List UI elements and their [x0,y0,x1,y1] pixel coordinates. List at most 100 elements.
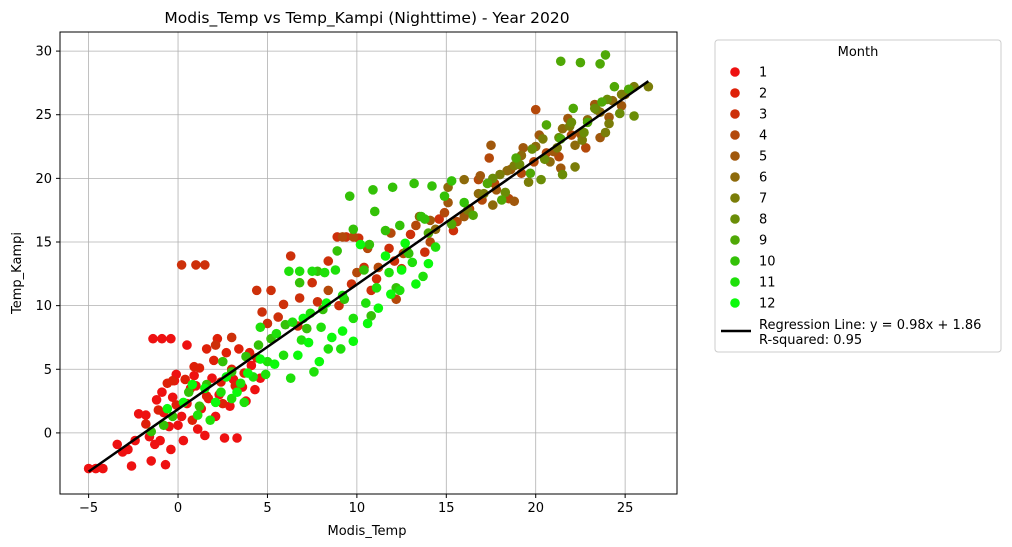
data-point [518,143,528,153]
data-point [126,461,137,471]
data-point [257,307,267,317]
data-point [566,117,577,128]
y-tick-label: 20 [35,172,52,187]
data-point [348,336,359,347]
data-point [210,397,221,408]
legend-label: 1 [759,66,767,81]
data-point [570,162,580,172]
x-axis-label: Modis_Temp [328,524,407,539]
data-point [348,224,359,235]
legend-marker [730,256,740,266]
data-point [312,297,323,307]
data-point [178,435,189,446]
data-point [278,350,289,361]
data-point [160,459,171,470]
regression-line [87,80,650,473]
data-point [246,360,257,371]
legend-item-month-5: 5 [730,150,767,165]
data-point [420,247,430,257]
data-point [180,374,190,385]
legend-marker [730,88,740,98]
data-point [420,214,430,224]
legend-item-month-7: 7 [730,192,767,207]
data-point [242,368,253,378]
data-point [344,191,355,201]
y-axis-label: Temp_Kampi [10,232,25,315]
legend-item-month-11: 11 [730,276,776,291]
legend-label: 12 [759,297,776,312]
data-point [614,108,625,119]
data-point [192,424,203,434]
data-point [495,169,505,180]
data-point [262,318,273,329]
x-tick-label: 10 [349,501,366,516]
legend-label: 4 [759,129,767,144]
data-point [266,285,276,296]
data-point [98,463,108,474]
data-point [287,317,298,327]
data-point [604,118,614,129]
data-point [323,344,334,354]
data-point [273,312,283,322]
data-point [323,285,334,296]
x-tick-label: −5 [79,501,98,516]
data-point [323,256,334,266]
data-point [409,178,419,189]
chart-title: Modis_Temp vs Temp_Kampi (Nighttime) - Y… [164,9,569,28]
legend-marker [730,193,740,203]
y-tick-label: 30 [35,45,52,60]
data-point [362,318,373,329]
data-point [525,168,536,179]
data-point [384,267,394,278]
data-point [482,178,493,189]
data-point [232,433,242,443]
data-point [294,277,305,288]
legend-item-month-3: 3 [730,108,767,123]
legend-item-month-6: 6 [730,171,767,186]
data-point [148,333,158,344]
data-point [176,260,187,270]
data-point [484,153,495,163]
data-point [348,313,359,324]
data-point [302,323,312,334]
data-point [500,187,511,198]
data-point [316,322,326,333]
data-point [411,220,421,231]
data-point [557,169,568,180]
data-point [580,143,591,153]
legend-box [714,39,1002,353]
data-point [629,111,639,121]
data-point [157,387,167,397]
data-point [157,333,167,344]
scatter-points [83,50,654,474]
data-point [394,220,405,231]
data-point [361,298,371,308]
data-point [355,239,366,250]
data-point [371,283,382,293]
data-point [337,232,348,242]
data-point [260,369,271,380]
data-point [141,410,151,420]
data-point [207,373,217,383]
data-point [487,200,498,210]
y-tick-label: 15 [35,236,52,251]
x-axis-ticks: −5 0 5 10 15 20 25 [79,494,633,516]
data-point [609,81,620,92]
data-point [303,337,314,348]
data-point [221,347,232,358]
data-point [232,387,242,397]
data-point [439,191,450,201]
data-point [600,127,611,138]
legend-item-month-10: 10 [730,255,776,270]
data-point [373,303,384,313]
data-point [327,332,337,343]
data-point [176,411,187,422]
data-point [226,393,237,404]
data-point [216,387,226,397]
data-point [368,185,378,195]
series-month-11 [192,242,441,425]
data-point [595,59,605,69]
data-point [509,196,520,207]
legend-label: 6 [759,171,767,186]
legend-marker [730,67,740,77]
